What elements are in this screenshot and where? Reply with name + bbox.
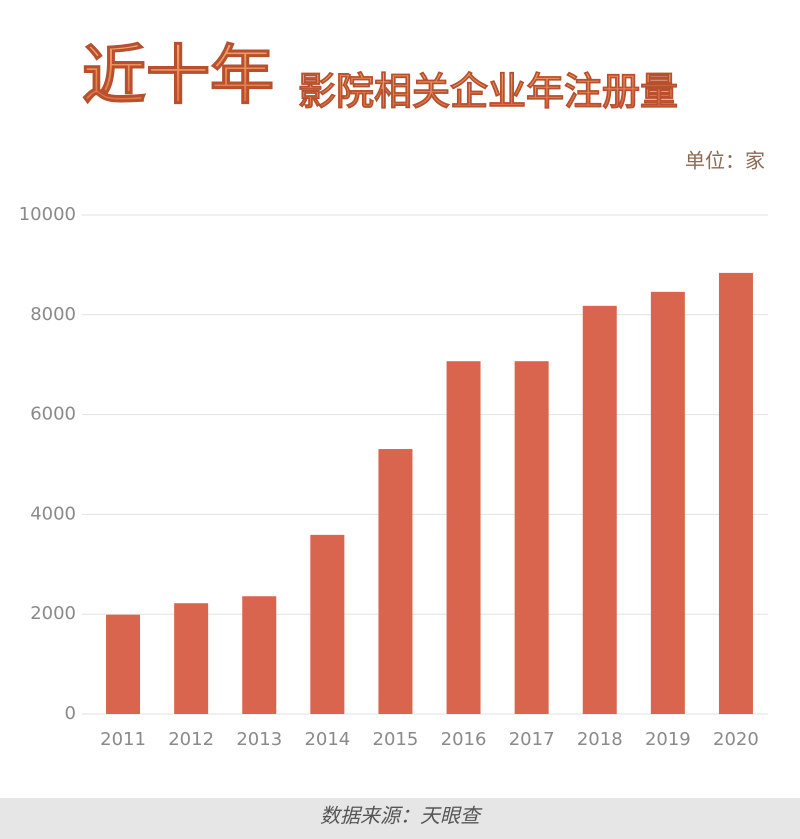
x-tick-label: 2017 <box>509 729 555 750</box>
bar <box>310 534 345 714</box>
bar <box>582 305 617 714</box>
chart-title: 近十年 <box>82 40 274 114</box>
x-tick-label: 2019 <box>645 729 691 750</box>
bar <box>718 272 753 714</box>
x-tick-label: 2012 <box>168 729 214 750</box>
y-tick-label: 2000 <box>30 603 76 624</box>
bar <box>242 596 277 714</box>
y-tick-label: 10000 <box>19 204 76 225</box>
footer-band <box>0 798 800 839</box>
x-tick-label: 2014 <box>304 729 350 750</box>
bar <box>514 361 549 714</box>
unit-label: 单位：家 <box>685 149 765 173</box>
bar <box>378 449 413 714</box>
y-tick-label: 0 <box>65 703 76 724</box>
x-tick-label: 2020 <box>713 729 759 750</box>
source-note: 数据来源：天眼查 <box>320 804 483 828</box>
x-tick-label: 2011 <box>100 729 146 750</box>
x-tick-label: 2018 <box>577 729 623 750</box>
bar <box>650 291 685 714</box>
bar <box>106 614 141 714</box>
bar <box>446 361 481 714</box>
bar <box>174 603 209 714</box>
y-tick-label: 8000 <box>30 304 76 325</box>
x-tick-label: 2015 <box>373 729 419 750</box>
x-tick-label: 2016 <box>441 729 487 750</box>
x-tick-label: 2013 <box>236 729 282 750</box>
y-tick-label: 4000 <box>30 503 76 524</box>
chart-title: 影院相关企业年注册量 <box>298 70 678 114</box>
y-tick-label: 6000 <box>30 404 76 425</box>
